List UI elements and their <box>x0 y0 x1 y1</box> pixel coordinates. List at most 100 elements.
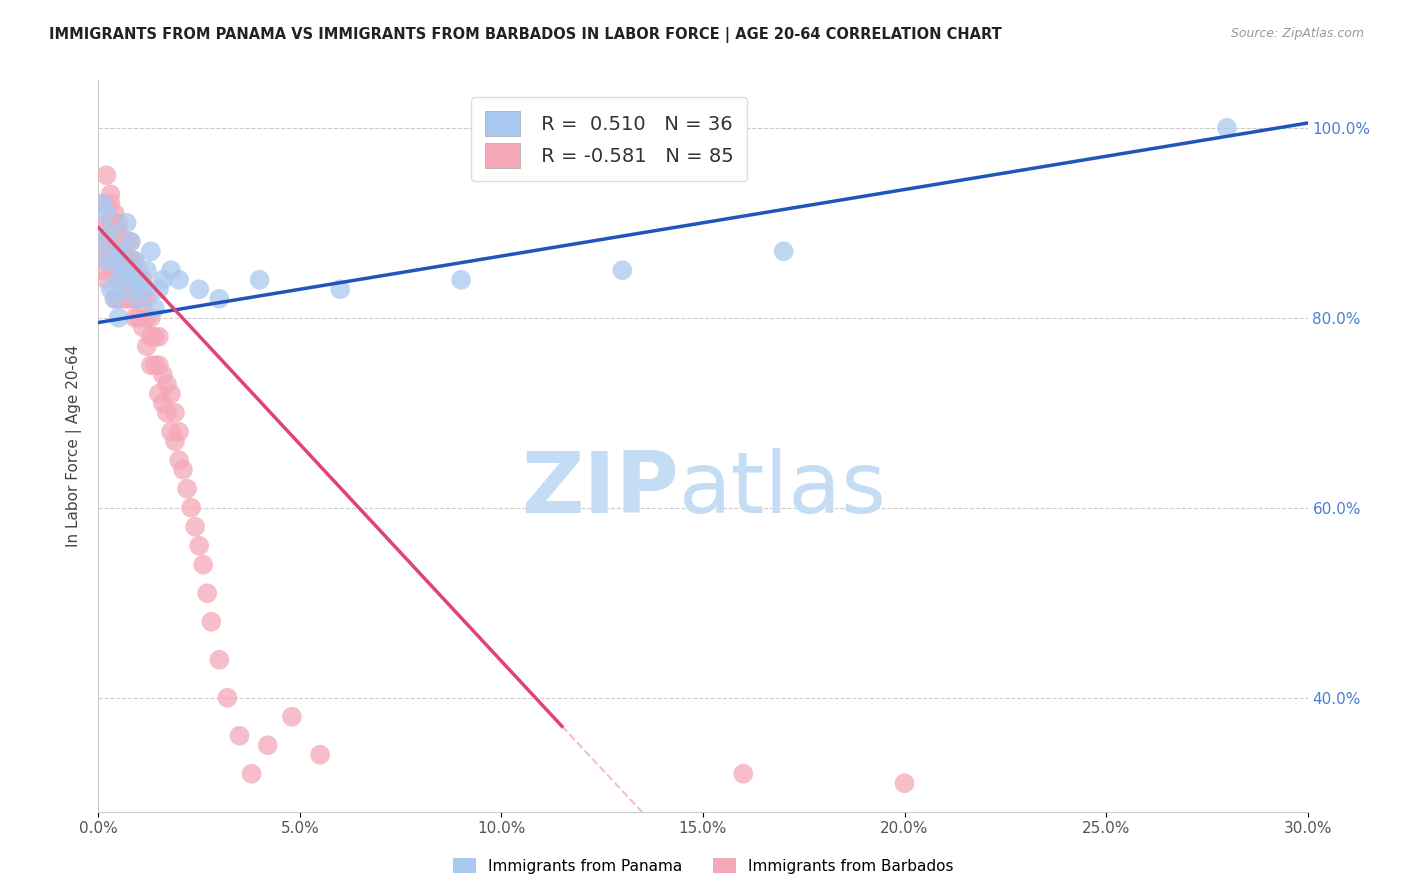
Point <box>893 776 915 790</box>
Point <box>100 196 122 211</box>
Point <box>139 310 162 325</box>
Point <box>256 738 278 752</box>
Point <box>132 320 155 334</box>
Point <box>128 292 150 306</box>
Point <box>100 282 122 296</box>
Point <box>107 310 129 325</box>
Point <box>96 206 118 220</box>
Point <box>135 310 157 325</box>
Point <box>100 235 122 249</box>
Point <box>120 235 142 249</box>
Point <box>111 244 134 259</box>
Point <box>208 292 231 306</box>
Point <box>107 244 129 259</box>
Point <box>91 235 114 249</box>
Point <box>103 263 125 277</box>
Text: IMMIGRANTS FROM PANAMA VS IMMIGRANTS FROM BARBADOS IN LABOR FORCE | AGE 20-64 CO: IMMIGRANTS FROM PANAMA VS IMMIGRANTS FRO… <box>49 27 1002 43</box>
Point <box>115 282 138 296</box>
Point <box>103 235 125 249</box>
Point <box>143 358 166 372</box>
Point <box>188 282 211 296</box>
Text: ZIP: ZIP <box>522 449 679 532</box>
Point <box>100 253 122 268</box>
Point <box>139 330 162 344</box>
Point <box>111 273 134 287</box>
Point <box>329 282 352 296</box>
Point <box>120 282 142 296</box>
Point <box>176 482 198 496</box>
Point <box>160 263 183 277</box>
Point <box>163 434 186 449</box>
Point <box>152 396 174 410</box>
Point <box>91 196 114 211</box>
Point <box>128 310 150 325</box>
Point <box>132 292 155 306</box>
Point <box>96 273 118 287</box>
Point <box>172 463 194 477</box>
Point <box>135 263 157 277</box>
Point <box>188 539 211 553</box>
Y-axis label: In Labor Force | Age 20-64: In Labor Force | Age 20-64 <box>66 345 82 547</box>
Point <box>124 310 146 325</box>
Point <box>96 253 118 268</box>
Point <box>107 244 129 259</box>
Point <box>281 710 304 724</box>
Point <box>156 377 179 392</box>
Point <box>249 273 271 287</box>
Point <box>208 653 231 667</box>
Point <box>124 273 146 287</box>
Point <box>195 586 218 600</box>
Point <box>107 273 129 287</box>
Point <box>450 273 472 287</box>
Point <box>152 368 174 382</box>
Point <box>128 273 150 287</box>
Point <box>111 292 134 306</box>
Point <box>135 339 157 353</box>
Point <box>115 216 138 230</box>
Point <box>103 206 125 220</box>
Point <box>132 273 155 287</box>
Point <box>91 263 114 277</box>
Text: atlas: atlas <box>679 449 887 532</box>
Point <box>228 729 250 743</box>
Point <box>107 263 129 277</box>
Point <box>128 292 150 306</box>
Point <box>240 766 263 780</box>
Point <box>200 615 222 629</box>
Point <box>103 292 125 306</box>
Point <box>103 292 125 306</box>
Point <box>160 425 183 439</box>
Point <box>120 253 142 268</box>
Point <box>111 235 134 249</box>
Point <box>96 253 118 268</box>
Point <box>111 263 134 277</box>
Point <box>217 690 239 705</box>
Point <box>148 282 170 296</box>
Point <box>184 520 207 534</box>
Point <box>139 358 162 372</box>
Point <box>167 273 190 287</box>
Point <box>180 500 202 515</box>
Point <box>124 253 146 268</box>
Point <box>132 282 155 296</box>
Point <box>612 263 634 277</box>
Point <box>115 235 138 249</box>
Point <box>156 406 179 420</box>
Point <box>111 253 134 268</box>
Point <box>309 747 332 762</box>
Point <box>124 292 146 306</box>
Legend: Immigrants from Panama, Immigrants from Barbados: Immigrants from Panama, Immigrants from … <box>447 852 959 880</box>
Point <box>1216 120 1239 135</box>
Point <box>160 386 183 401</box>
Point <box>167 425 190 439</box>
Point <box>96 235 118 249</box>
Point <box>193 558 215 572</box>
Point <box>96 168 118 182</box>
Point <box>124 253 146 268</box>
Point <box>107 292 129 306</box>
Point <box>107 225 129 239</box>
Point <box>120 235 142 249</box>
Point <box>96 216 118 230</box>
Point <box>91 244 114 259</box>
Point <box>143 301 166 316</box>
